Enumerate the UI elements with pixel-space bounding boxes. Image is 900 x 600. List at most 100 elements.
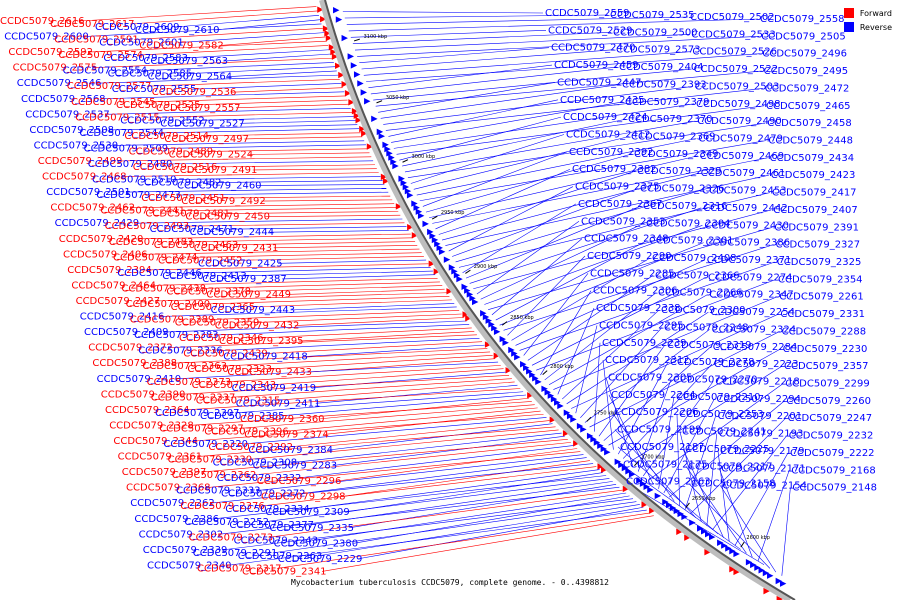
gene-label-left: CCDC5079_2609 (95, 22, 180, 33)
gene-label-right: CCDC5079_2367 (578, 199, 663, 210)
reverse-feature (729, 547, 736, 555)
gene-label-left: CCDC5079_2344 (113, 436, 198, 447)
leader-line (268, 489, 623, 538)
gene-label-left: CCDC5079_2406 (63, 249, 148, 260)
leader-line (300, 457, 587, 494)
gene-label-right: CCDC5079_2266 (658, 288, 743, 299)
gene-label-left: CCDC5079_2397 (122, 467, 207, 478)
leader-lines (79, 6, 791, 576)
leader-line (222, 351, 491, 367)
leader-line (134, 218, 403, 224)
forward-feature (331, 53, 339, 60)
reverse-feature (520, 361, 527, 368)
leader-line (734, 452, 789, 546)
forward-feature (776, 595, 783, 600)
leader-line (276, 512, 651, 569)
legend: Forward Reverse (843, 8, 892, 36)
legend-reverse-label: Reverse (859, 22, 892, 32)
leader-line (296, 445, 575, 479)
reverse-feature (775, 577, 783, 585)
forward-feature (729, 565, 736, 573)
leader-line (668, 400, 785, 498)
gene-label-right: CCDC5079_2254 (710, 307, 795, 318)
leader-line (213, 324, 470, 336)
reverse-feature (590, 436, 597, 443)
forward-feature (382, 177, 390, 185)
reverse-feature (360, 89, 368, 96)
leader-line (176, 361, 499, 380)
gene-label-right: CCDC5079_2573 (616, 45, 701, 56)
forward-feature (462, 311, 469, 318)
leader-line (113, 140, 365, 146)
leader-line (432, 157, 768, 224)
scale-tick-label: 3100 kbp (364, 34, 388, 40)
gene-label-right: CCDC5079_2285 (590, 268, 675, 279)
leader-line (219, 36, 326, 46)
gene-label-left: CCDC5079_2298 (261, 492, 346, 503)
reverse-feature (353, 71, 361, 78)
gene-label-right: CCDC5079_2327 (776, 240, 861, 251)
leader-line (252, 168, 377, 171)
gene-label-right: CCDC5079_2386 (706, 238, 791, 249)
scale-tick-mark (501, 321, 508, 326)
gene-label-left: CCDC5079_2610 (135, 25, 220, 36)
reverse-feature (677, 510, 684, 518)
reverse-feature (593, 439, 601, 446)
gene-label-right: CCDC5079_2535 (610, 10, 695, 21)
gene-label-right: CCDC5079_2391 (774, 222, 859, 233)
leader-line (214, 19, 321, 31)
leader-line (271, 368, 504, 386)
leader-line (237, 256, 424, 261)
gene-label-right: CCDC5079_2435 (560, 95, 645, 106)
leader-line (519, 261, 775, 351)
leader-line (117, 156, 372, 162)
gene-label-right: CCDC5079_2417 (772, 188, 857, 199)
gene-label-left: CCDC5079_2332 (217, 473, 302, 484)
gene-label-right: CCDC5079_2179 (720, 446, 805, 457)
gene-label-left: CCDC5079_2387 (202, 274, 287, 285)
scale-tick-label: 2700 kbp (641, 454, 665, 460)
leader-line (488, 226, 773, 311)
reverse-feature (669, 504, 677, 512)
leader-line (361, 49, 615, 70)
gene-label-right: CCDC5079_2294 (716, 394, 801, 405)
leader-line (473, 209, 772, 290)
gene-label-right: CCDC5079_2505 (761, 31, 846, 42)
gene-label-left: CCDC5079_2243 (234, 535, 319, 546)
gene-label-left: CCDC5079_2283 (253, 461, 338, 472)
gene-label-left: CCDC5079_2600 (4, 32, 89, 43)
gene-label-left: CCDC5079_2315 (196, 395, 281, 406)
gene-label-left: CCDC5079_2377 (229, 520, 314, 531)
gene-label-left: CCDC5079_2441 (100, 206, 185, 217)
leader-line (313, 492, 627, 541)
leader-line (448, 186, 574, 252)
leader-line (231, 87, 343, 93)
leader-line (593, 342, 601, 432)
reverse-feature (557, 402, 564, 410)
forward-feature (493, 352, 501, 359)
gene-label-right: CCDC5079_2148 (792, 483, 877, 494)
gene-label-left: CCDC5079_2388 (92, 358, 177, 369)
leader-line (242, 270, 433, 277)
forward-feature (562, 430, 570, 437)
leader-line (321, 515, 654, 572)
leader-line (484, 225, 703, 305)
gene-label-left: CCDC5079_2525 (116, 100, 201, 111)
leader-line (307, 358, 496, 373)
gene-label-left: CCDC5079_2337 (151, 392, 236, 403)
leader-line (201, 438, 568, 473)
gene-label-left: CCDC5079_2483 (109, 237, 194, 248)
scale-tick-label: 2650 kbp (692, 496, 716, 502)
gene-label-left: CCDC5079_2460 (177, 181, 262, 192)
forward-feature (317, 6, 324, 13)
gene-label-right: CCDC5079_2253 (679, 409, 764, 420)
reverse-feature (427, 228, 434, 236)
leader-line (676, 414, 680, 506)
scale-tick-mark (634, 460, 639, 467)
leader-line (422, 151, 568, 207)
leader-line (193, 413, 544, 442)
forward-feature (341, 80, 348, 88)
leader-line (566, 311, 709, 405)
reverse-feature (411, 200, 418, 207)
leader-line (548, 294, 708, 386)
